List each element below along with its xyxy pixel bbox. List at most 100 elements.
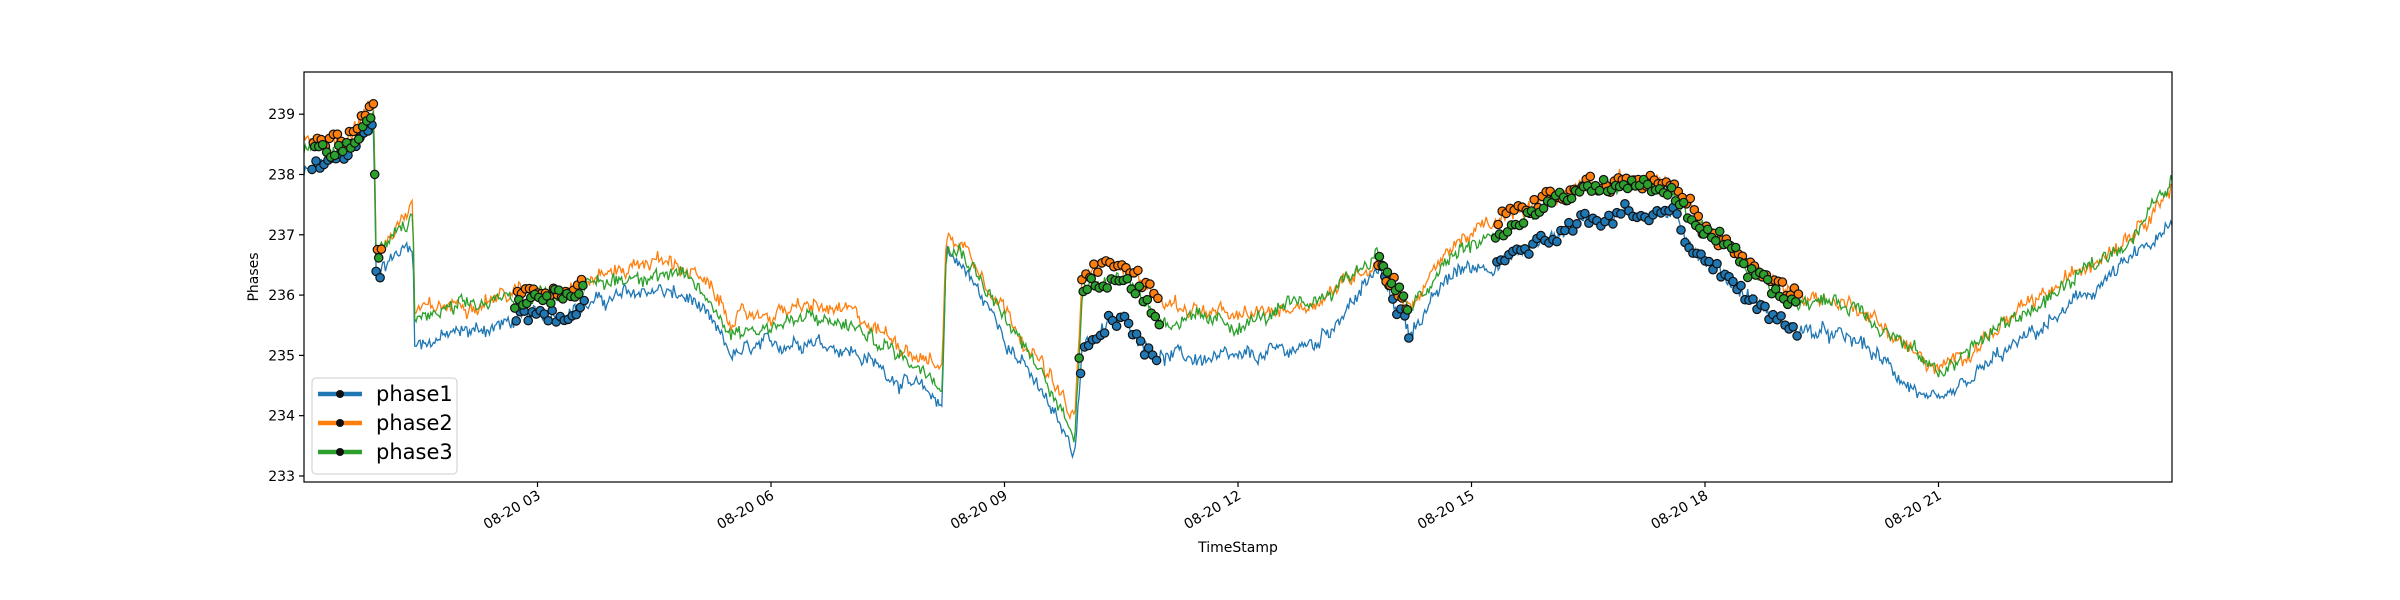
phase1-marker (1143, 343, 1154, 353)
y-tick-label: 235 (268, 348, 295, 364)
legend-marker (336, 419, 344, 427)
phase3-marker (369, 169, 380, 180)
phase2-marker (1145, 279, 1155, 289)
phase2-marker (1133, 265, 1143, 276)
phase3-marker (1594, 185, 1605, 196)
phase1-marker (1580, 208, 1590, 219)
phase3-marker (545, 298, 556, 308)
y-axis-title: Phases (246, 252, 262, 301)
legend-label: phase1 (376, 382, 453, 406)
phase3-marker (1102, 283, 1112, 293)
phase3-marker (1662, 190, 1673, 200)
phase1-marker (375, 272, 385, 283)
phase1-marker (1608, 219, 1618, 229)
phase3-marker (1382, 267, 1393, 277)
phase1-marker (1564, 217, 1574, 228)
phase1-marker (575, 302, 585, 313)
phase2-marker (332, 129, 343, 139)
phase1-marker (1151, 355, 1162, 366)
legend-marker (336, 448, 344, 456)
phase2-marker (1585, 171, 1596, 182)
phase1-marker (1712, 258, 1722, 269)
phase3-marker (1074, 353, 1084, 363)
phase3-marker (1122, 273, 1133, 284)
phase3-marker (1622, 183, 1633, 194)
phase3-marker (1386, 278, 1397, 289)
phase3-marker (1538, 203, 1549, 214)
phase1-marker (1760, 301, 1770, 312)
phase1-marker (1552, 236, 1562, 247)
y-tick-label: 237 (268, 228, 295, 244)
phase3-marker (1730, 242, 1741, 253)
phase1-marker (1620, 199, 1630, 209)
phase1-marker (311, 156, 321, 166)
phase1-marker (1131, 329, 1142, 339)
phase3-marker (1598, 174, 1609, 185)
series-lines (303, 98, 2173, 460)
x-axis-title: TimeStamp (1197, 540, 1278, 556)
phase1-marker (1616, 209, 1626, 219)
phase3-marker (1142, 294, 1153, 305)
phase3-marker (329, 150, 340, 161)
phase3-marker (365, 113, 376, 123)
phase1-marker (1123, 318, 1134, 329)
y-tick-label: 239 (268, 107, 295, 123)
phase1-marker (543, 315, 553, 326)
phase1-marker (1075, 368, 1086, 379)
phase2-marker (1493, 219, 1503, 230)
phase3-marker (1130, 288, 1141, 299)
phase1-marker (1524, 249, 1534, 259)
y-tick-label: 238 (268, 168, 295, 184)
y-axis: 233 234 235 236 237 238 239 (268, 107, 304, 485)
phase3-marker (1394, 282, 1405, 292)
phase1-marker (571, 309, 581, 320)
phase3-marker (1150, 311, 1161, 322)
phase1-marker (1776, 311, 1786, 321)
phase3-marker (553, 285, 564, 295)
phase3-marker (541, 291, 552, 301)
legend-label: phase3 (376, 440, 453, 464)
legend-marker (336, 390, 344, 398)
phase3-marker (1790, 296, 1801, 307)
phase1-marker (1119, 311, 1130, 322)
phase3-marker (1082, 284, 1092, 295)
phase3-marker (373, 253, 384, 263)
phase1-marker (1560, 225, 1570, 236)
phase2-marker (1093, 267, 1103, 277)
phase3-marker (1134, 281, 1145, 292)
phase3-marker (578, 280, 588, 291)
phase3-marker (1642, 179, 1653, 190)
phase3-marker (1762, 274, 1773, 285)
y-tick-label: 233 (268, 469, 295, 485)
phase3-marker (1518, 218, 1529, 228)
y-tick-label: 236 (268, 288, 295, 304)
phase3-marker (1742, 272, 1753, 283)
phase1-marker (579, 295, 589, 306)
phase1-marker (523, 315, 533, 326)
phase3-marker (317, 139, 328, 150)
phase3-marker (1154, 319, 1165, 330)
phase1-marker (1792, 331, 1802, 341)
phase2-line (303, 98, 2173, 421)
legend: phase1 phase2 phase3 (311, 377, 458, 475)
phase1-marker (307, 164, 317, 175)
series-markers (307, 99, 1804, 379)
phase3-marker (509, 303, 520, 313)
phase3-marker (1666, 182, 1677, 193)
phase3-marker (353, 134, 364, 144)
phase3-marker (1702, 224, 1713, 235)
phase2-marker (376, 244, 387, 254)
phase3-marker (1546, 198, 1557, 208)
phase3-marker (1710, 236, 1721, 246)
phase1-marker (1111, 321, 1122, 331)
phase3-marker (1738, 258, 1749, 269)
phase3-marker (1678, 197, 1689, 208)
phase3-marker (1402, 305, 1413, 315)
phase1-marker (1728, 276, 1738, 287)
phase3-marker (1398, 291, 1409, 301)
phase1-marker (1676, 225, 1686, 235)
phase1-marker (1099, 328, 1110, 338)
phase1-marker (1672, 209, 1682, 219)
phase2-marker (1777, 277, 1788, 287)
